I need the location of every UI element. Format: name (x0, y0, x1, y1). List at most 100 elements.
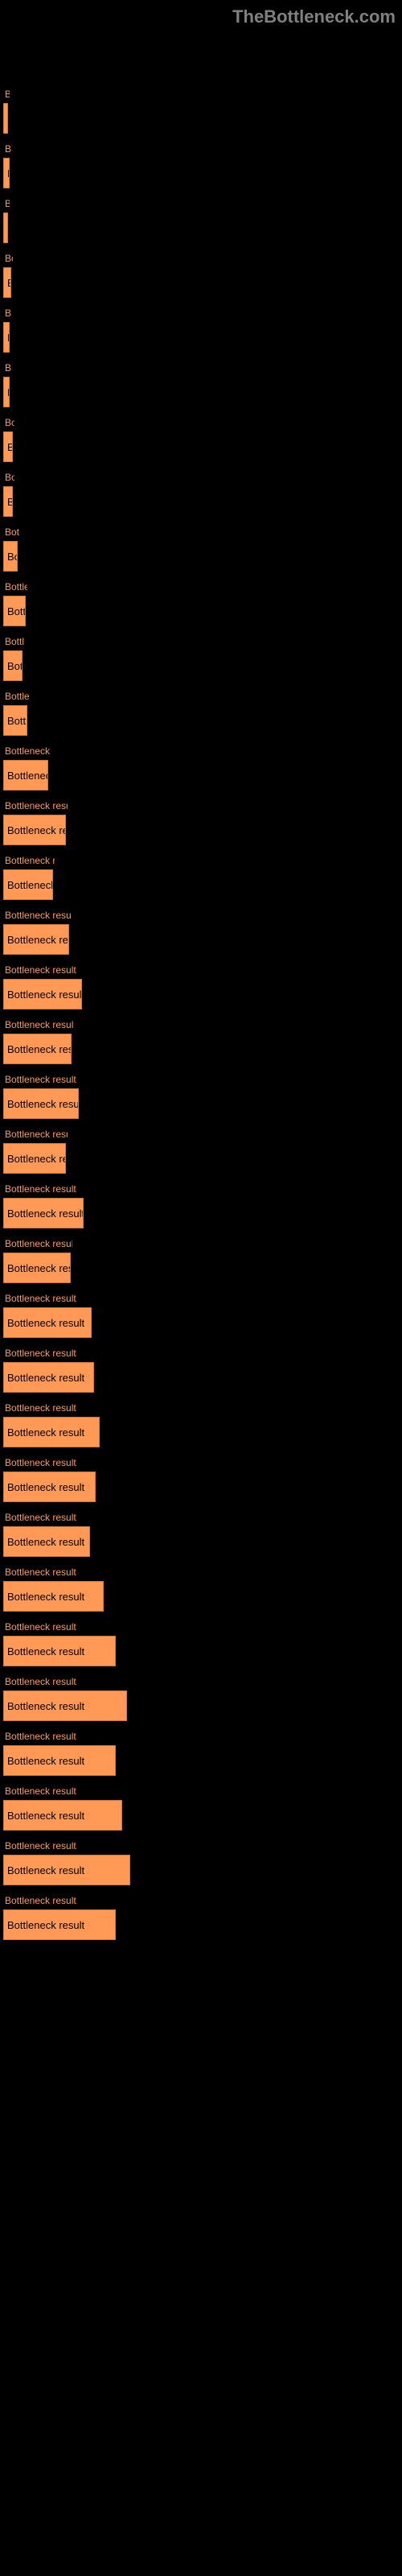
bar-label: Bottleneck result (3, 1785, 124, 1797)
bar-label: Bottleneck result (3, 362, 11, 374)
bar-text: Bottlenec (7, 770, 48, 782)
bar-text: Bottleneck res (7, 1262, 71, 1274)
bar-label: Bottleneck result (3, 910, 71, 921)
bar-group: Bottleneck result B (3, 472, 402, 517)
bar: Bottleneck result (3, 1526, 90, 1557)
bar-label: Bottleneck result (3, 1731, 117, 1742)
bar-label: Bottleneck result (3, 691, 29, 702)
bar: B (3, 158, 10, 188)
bar-group: Bottleneck result B (3, 362, 402, 407)
bar-label: Bottleneck result (3, 1183, 85, 1195)
bar-group: Bottleneck resultBottleneck re (3, 1129, 402, 1174)
bar-group: Bottleneck result Bottleneck result (3, 964, 402, 1009)
bar: Bottleneck re (3, 1143, 66, 1174)
bar: Bottleneck result (3, 1417, 100, 1447)
bar-label: Bottleneck result (3, 526, 19, 538)
bar: Bot (3, 650, 23, 681)
bar-group: Bottleneck resultBottleneck result (3, 1785, 402, 1831)
bar-chart: Bottleneck result Bottleneck result B Bottl… (0, 0, 402, 1974)
bar-text: Bottleneck result (7, 1591, 84, 1603)
bar-group: Bottleneck resultB (3, 253, 402, 298)
bar-label: Bottleneck result (3, 198, 10, 209)
bar-text: B (7, 386, 10, 398)
bar-text: Bot (7, 660, 23, 672)
bar-group: Bottleneck resultBottlenec (3, 745, 402, 791)
bar-label: Bottleneck result (3, 1074, 80, 1085)
bar: Bottlenec (3, 760, 48, 791)
bar-group: Bottleneck result Bottleneck res (3, 1019, 402, 1064)
bar-text: Bottleneck result (7, 1426, 84, 1439)
bar-text: Bottleneck (7, 879, 53, 891)
bar: Bottleneck resul (3, 1088, 79, 1119)
bar-label: Bottleneck result (3, 1019, 73, 1030)
bar-text: Bottleneck re (7, 824, 66, 836)
bar-text: Bott (7, 715, 26, 727)
bar-label: Bottleneck result (3, 1457, 97, 1468)
bar: B (3, 377, 10, 407)
bar-text: Bottleneck result (7, 1481, 84, 1493)
bar-text: Bott (7, 605, 26, 617)
bar-group: Bottleneck result Bottleneck result (3, 1731, 402, 1776)
bar-label: Bottleneck result (3, 143, 11, 155)
bar-group: Bottleneck result Bottleneck re (3, 800, 402, 845)
bar-label: Bottleneck result (3, 855, 55, 866)
bar-text: Bottleneck result (7, 1700, 84, 1712)
bar-group: Bottleneck result Bottleneck result (3, 1183, 402, 1228)
bar: Bottleneck re (3, 815, 66, 845)
bar: Bottleneck result (3, 1690, 127, 1721)
bar-text: B (7, 496, 13, 508)
bar-label: Bottleneck result (3, 308, 11, 319)
bar-label: Bottleneck result (3, 800, 68, 811)
bar-text: Bottleneck result (7, 1645, 84, 1657)
bar-text: Bottleneck result (7, 989, 82, 1001)
bar-text: B (7, 332, 10, 344)
bar-text: B (7, 167, 10, 180)
bar-text: Bottleneck result (7, 1919, 84, 1931)
bar-label: Bottleneck result (3, 417, 14, 428)
bar-text: B (7, 277, 11, 289)
bar-text: Bottleneck result (7, 1372, 84, 1384)
bar-label: Bottleneck result (3, 1840, 132, 1852)
bar-text: Bottleneck result (7, 1208, 84, 1220)
bar: Bottleneck result (3, 1362, 94, 1393)
bar-text: Bottleneck result (7, 1755, 84, 1767)
bar-group: Bottleneck result Bo (3, 526, 402, 572)
bar-group: Bottleneck result Bottleneck (3, 855, 402, 900)
bar-label: Bottleneck result (3, 89, 10, 100)
bar: Bottleneck result (3, 1581, 104, 1612)
bar-label: Bottleneck result (3, 1512, 92, 1523)
bar-label: Bottleneck result (3, 1895, 117, 1906)
bar: B (3, 322, 10, 353)
bar-text: Bottleneck result (7, 1317, 84, 1329)
bar: B (3, 267, 11, 298)
bar-group: Bottleneck result Bottleneck result (3, 1293, 402, 1338)
bar-label: Bottleneck result (3, 472, 14, 483)
bar-group: Bottleneck result Bottleneck res (3, 910, 402, 955)
bar-label: Bottleneck result (3, 1348, 96, 1359)
bar: Bottleneck res (3, 1253, 71, 1283)
bar: Bottleneck res (3, 924, 69, 955)
bar-group: Bottleneck result (3, 89, 402, 134)
bar-group: Bottleneck result Bottleneck result (3, 1840, 402, 1885)
bar-text: Bottleneck res (7, 934, 69, 946)
bar: Bottleneck result (3, 1745, 116, 1776)
bar-group: Bottleneck result Bottleneck result (3, 1457, 402, 1502)
bar: Bottleneck result (3, 1909, 116, 1940)
bar-label: Bottleneck result (3, 636, 24, 647)
bar-label: Bottleneck result (3, 1567, 105, 1578)
bar-label: Bottleneck result (3, 1293, 93, 1304)
bar-group: Bottleneck result Bottleneck result (3, 1348, 402, 1393)
bar-group: Bottleneck resultBottleneck res (3, 1238, 402, 1283)
bar-label: Bottleneck result (3, 1402, 101, 1414)
bar-label: Bottleneck result (3, 964, 84, 976)
bar: Bottleneck res (3, 1034, 72, 1064)
bar-group: Bottleneck result Bottleneck result (3, 1676, 402, 1721)
bar: Bottleneck result (3, 1855, 130, 1885)
bar: Bott (3, 596, 26, 626)
watermark-text: TheBottleneck.com (232, 6, 396, 27)
bar-group: Bottleneck result Bottleneck resul (3, 1074, 402, 1119)
bar-group: Bottleneck resultB (3, 417, 402, 462)
bar: Bo (3, 541, 18, 572)
bar-label: Bottleneck result (3, 1676, 129, 1687)
bar-group: Bottleneck resultBott (3, 581, 402, 626)
